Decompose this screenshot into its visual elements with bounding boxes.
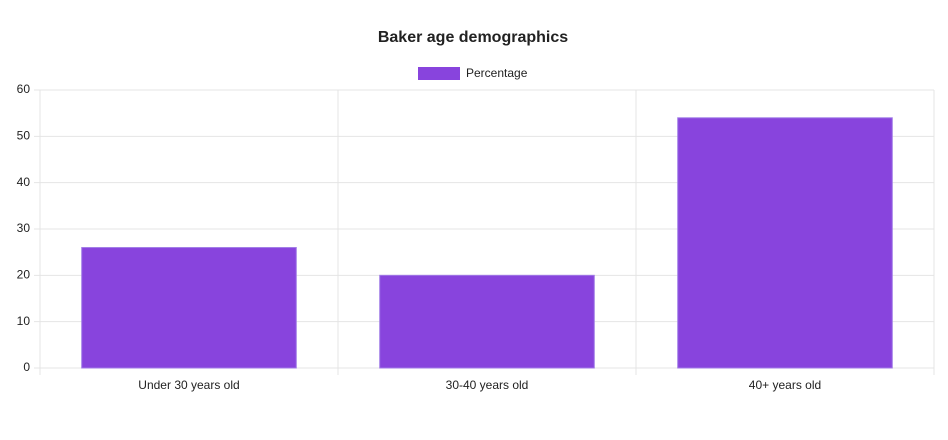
bar xyxy=(81,247,297,369)
y-tick-label: 0 xyxy=(23,360,30,374)
y-tick-label: 20 xyxy=(17,268,31,282)
y-tick-label: 60 xyxy=(17,82,31,96)
y-tick-label: 30 xyxy=(17,221,31,235)
legend-swatch xyxy=(418,67,460,80)
bar xyxy=(379,274,595,369)
chart-title: Baker age demographics xyxy=(378,29,568,46)
bar xyxy=(677,117,893,369)
legend-label: Percentage xyxy=(466,66,528,80)
y-tick-label: 50 xyxy=(17,129,31,143)
x-tick-label: Under 30 years old xyxy=(138,378,239,392)
y-tick-label: 10 xyxy=(17,314,31,328)
y-tick-label: 40 xyxy=(17,175,31,189)
x-tick-label: 30-40 years old xyxy=(446,378,529,392)
x-tick-label: 40+ years old xyxy=(749,378,821,392)
